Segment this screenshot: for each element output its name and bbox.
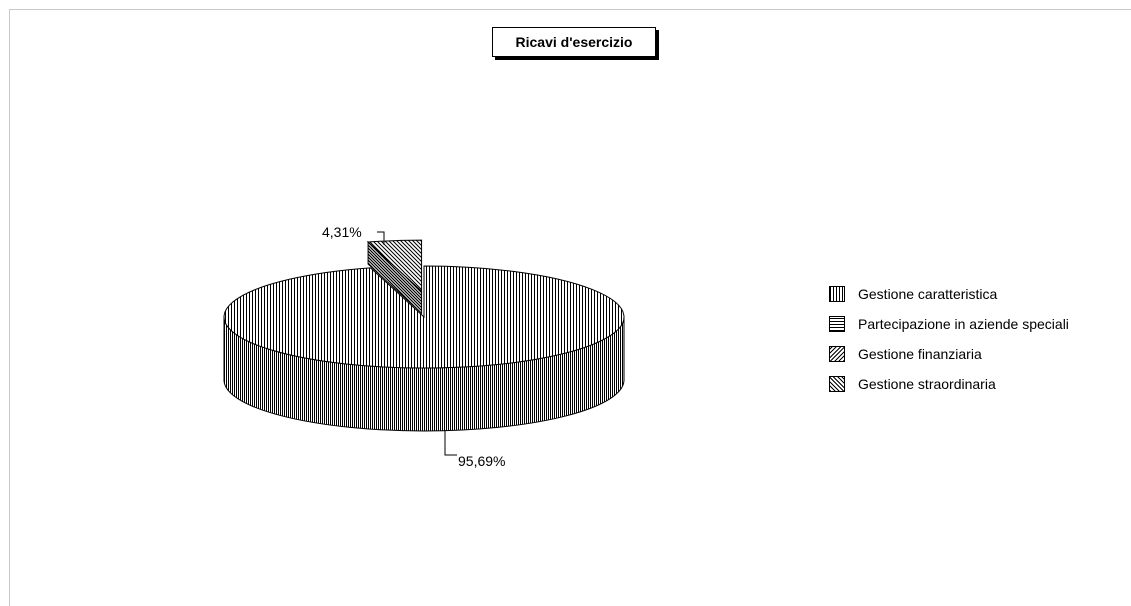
legend-swatch [829,316,845,332]
legend-swatch [829,286,845,302]
leader-line-small [377,231,385,245]
legend-item: Gestione finanziaria [829,339,1069,369]
legend-label: Partecipazione in aziende speciali [858,316,1069,332]
chart-title: Ricavi d'esercizio [492,27,656,57]
pie-slice-gestione-caratteristica [223,265,625,369]
chart-frame [9,9,1131,606]
legend-label: Gestione finanziaria [858,346,982,362]
legend-label: Gestione caratteristica [858,286,998,302]
data-label-main: 95,69% [458,453,505,469]
legend-swatch [829,376,845,392]
data-label-small: 4,31% [322,224,362,240]
chart-legend: Gestione caratteristica Partecipazione in… [829,279,1069,399]
leader-line-main [444,431,457,456]
pie-slice-gestione-straordinaria [366,239,423,293]
legend-item: Partecipazione in aziende speciali [829,309,1069,339]
legend-swatch [829,346,845,362]
legend-item: Gestione caratteristica [829,279,1069,309]
legend-item: Gestione straordinaria [829,369,1069,399]
legend-label: Gestione straordinaria [858,376,996,392]
